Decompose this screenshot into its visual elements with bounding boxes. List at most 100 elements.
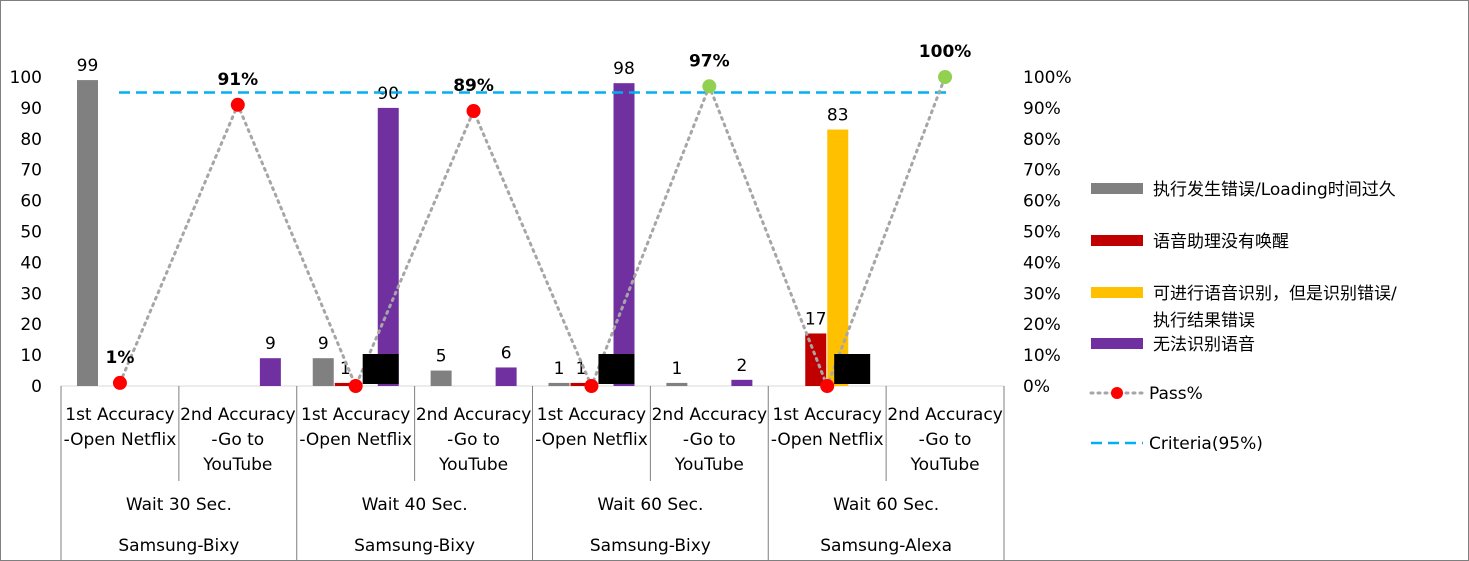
- right-axis-tick-label: 20%: [1023, 315, 1061, 335]
- category-label: 2nd Accuracy: [416, 405, 531, 425]
- group-wait-label: Wait 60 Sec.: [833, 495, 939, 515]
- bar-data-label: 1: [576, 359, 587, 379]
- category-label: 1st Accuracy: [301, 405, 410, 425]
- pass-point: [348, 379, 363, 393]
- bar-data-label: 1: [554, 359, 565, 379]
- left-axis-tick-label: 80: [20, 130, 42, 150]
- left-axis-tick-label: 70: [20, 161, 42, 181]
- bar-data-label: 9: [265, 334, 276, 354]
- category-label: YouTube: [909, 455, 979, 475]
- group-product-label: Samsung-Alexa: [820, 536, 952, 556]
- group-product-label: Samsung-Bixy: [590, 536, 711, 556]
- legend-swatch: [1091, 338, 1143, 349]
- pass-point: [938, 70, 953, 84]
- legend-swatch: [1091, 287, 1143, 298]
- legend-label: 可进行语音识别，但是识别错误/: [1153, 284, 1397, 304]
- group-wait-label: Wait 60 Sec.: [597, 495, 703, 515]
- legend-label: 执行结果错误: [1153, 311, 1255, 331]
- category-label: -Open Netflix: [64, 430, 177, 450]
- pass-line: [118, 75, 947, 391]
- left-axis-tick-label: 60: [20, 192, 42, 212]
- right-axis-tick-label: 80%: [1023, 130, 1061, 150]
- group-product-label: Samsung-Bixy: [118, 536, 239, 556]
- right-axis-tick-label: 50%: [1023, 223, 1061, 243]
- category-label: 1st Accuracy: [773, 405, 882, 425]
- bar-data-label: 90: [377, 84, 399, 104]
- pass-point: [584, 379, 599, 393]
- legend-label: 语音助理没有唤醒: [1153, 232, 1289, 252]
- left-axis-tick-label: 0: [31, 377, 42, 397]
- bar-data-label: 83: [827, 106, 849, 126]
- pass-label-box: [834, 354, 871, 384]
- right-axis-tick-label: 70%: [1023, 161, 1061, 181]
- bar-data-label: 99: [77, 56, 99, 76]
- category-label: -Open Netflix: [535, 430, 648, 450]
- left-axis-tick-label: 50: [20, 223, 42, 243]
- right-axis-tick-label: 100%: [1023, 68, 1072, 88]
- right-axis-tick-label: 10%: [1023, 346, 1061, 366]
- bar-data-label: 5: [436, 347, 447, 367]
- bar-purple: [495, 367, 517, 386]
- pass-point: [702, 79, 717, 94]
- legend-swatch: [1091, 235, 1143, 246]
- category-label: -Go to: [211, 430, 264, 450]
- left-axis-tick-label: 30: [20, 284, 42, 304]
- group-product-label: Samsung-Bixy: [354, 536, 475, 556]
- pass-data-label: 0%: [838, 361, 867, 381]
- bar-data-label: 17: [805, 309, 827, 329]
- category-label: 1st Accuracy: [65, 405, 174, 425]
- pass-data-label: 100%: [919, 42, 972, 62]
- category-label: YouTube: [674, 455, 744, 475]
- legend-pass-dot: [1111, 387, 1123, 399]
- pass-data-label: 0%: [366, 361, 395, 381]
- bar-gray: [312, 358, 334, 386]
- legend-label: Criteria(95%): [1149, 434, 1263, 454]
- left-axis-tick-label: 100: [10, 68, 42, 88]
- legend-label: 执行发生错误/Loading时间过久: [1153, 180, 1396, 200]
- bar-data-label: 1: [340, 359, 351, 379]
- right-axis-tick-label: 0%: [1023, 377, 1050, 397]
- bar-yellow: [827, 129, 849, 386]
- category-label: -Go to: [447, 430, 500, 450]
- right-axis-tick-label: 60%: [1023, 192, 1061, 212]
- category-label: -Open Netflix: [771, 430, 884, 450]
- bar-purple: [731, 379, 753, 386]
- category-label: 2nd Accuracy: [887, 405, 1002, 425]
- bar-data-label: 6: [501, 343, 512, 363]
- bar-data-label: 2: [736, 356, 747, 376]
- pass-point: [112, 375, 127, 390]
- bar-purple: [259, 358, 281, 386]
- pass-point: [466, 103, 481, 118]
- category-label: YouTube: [438, 455, 508, 475]
- bar-gray: [548, 382, 570, 386]
- pass-data-label: 97%: [689, 51, 730, 71]
- bar-data-label: 9: [318, 334, 329, 354]
- pass-point: [820, 379, 835, 393]
- bar-gray: [77, 80, 98, 386]
- left-axis-tick-label: 90: [20, 99, 42, 119]
- pass-data-label: 1%: [106, 348, 135, 368]
- pass-data-label: 89%: [453, 76, 494, 96]
- category-label: -Open Netflix: [299, 430, 412, 450]
- left-axis-tick-label: 40: [20, 253, 42, 273]
- group-wait-label: Wait 40 Sec.: [362, 495, 468, 515]
- pass-label-box: [362, 354, 399, 384]
- bar-data-label: 1: [671, 359, 682, 379]
- bar-data-label: 98: [613, 59, 635, 79]
- category-label: 2nd Accuracy: [652, 405, 767, 425]
- pass-data-label: 91%: [217, 70, 258, 90]
- category-label: 2nd Accuracy: [180, 405, 295, 425]
- category-label: -Go to: [919, 430, 972, 450]
- left-axis-tick-label: 20: [20, 315, 42, 335]
- right-axis-tick-label: 30%: [1023, 284, 1061, 304]
- right-axis-tick-label: 90%: [1023, 99, 1061, 119]
- legend-label: Pass%: [1149, 384, 1203, 404]
- bar-red: [570, 382, 592, 386]
- category-label: YouTube: [202, 455, 272, 475]
- pass-point: [230, 97, 245, 112]
- category-label: -Go to: [683, 430, 736, 450]
- right-axis-tick-label: 40%: [1023, 253, 1061, 273]
- legend-label: 无法识别语音: [1153, 335, 1255, 355]
